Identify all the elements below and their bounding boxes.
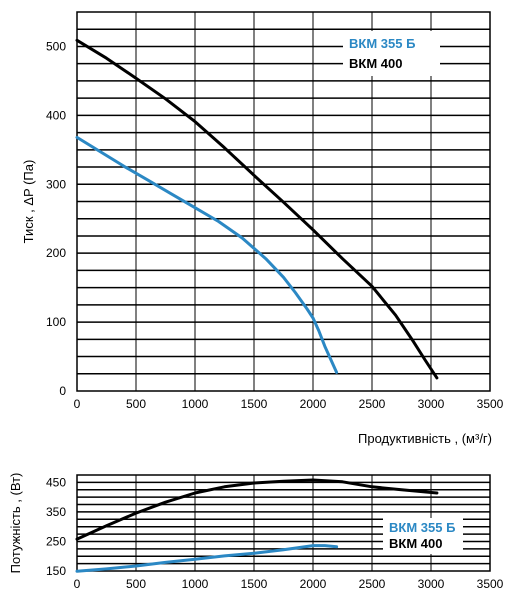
y-tick-label: 350 — [46, 505, 66, 519]
plot-frame — [76, 11, 491, 392]
x-tick-label: 0 — [74, 397, 81, 411]
legend-entry-vkm-400: ВКМ 400 — [389, 536, 442, 551]
legend-box — [383, 518, 463, 554]
x-tick-label: 3500 — [477, 577, 504, 591]
x-tick-label: 1500 — [241, 397, 268, 411]
y-tick-label: 0 — [59, 384, 66, 398]
y-tick-label: 200 — [46, 246, 66, 260]
legend-box — [343, 31, 440, 76]
x-tick-label: 500 — [126, 577, 146, 591]
legend-entry-vkm-355b: ВКМ 355 Б — [349, 36, 415, 51]
x-tick-label: 0 — [74, 577, 81, 591]
y-tick-label: 400 — [46, 108, 66, 122]
x-tick-label: 2000 — [300, 577, 327, 591]
x-tick-label: 3000 — [418, 577, 445, 591]
x-tick-label: 1500 — [241, 577, 268, 591]
series-line-vkm-400 — [75, 38, 439, 380]
x-tick-label: 2500 — [359, 397, 386, 411]
y-tick-label: 150 — [46, 564, 66, 578]
legend-entry-vkm-355b: ВКМ 355 Б — [389, 520, 455, 535]
x-tick-label: 2500 — [359, 577, 386, 591]
series-line-vkm-400 — [75, 478, 439, 541]
x-axis-title: Продуктивність , (м³/г) — [358, 431, 492, 446]
power-chart: 0 500 1000 1500 2000 2500 3000 3500 150 250 350 450… — [8, 473, 504, 591]
y-tick-label: 300 — [46, 177, 66, 191]
pressure-chart: 0 500 1000 1500 2000 2500 3000 3500 0 100 200 300 40… — [21, 11, 504, 446]
legend: ВКМ 355 Б ВКМ 400 — [343, 31, 440, 76]
x-tick-label: 1000 — [182, 397, 209, 411]
x-tick-label: 2000 — [300, 397, 327, 411]
legend-entry-vkm-400: ВКМ 400 — [349, 56, 402, 71]
x-tick-label: 500 — [126, 397, 146, 411]
y-axis-title: Потужність , (Вт) — [8, 473, 23, 574]
y-tick-label: 450 — [46, 475, 66, 489]
plot-frame — [76, 474, 491, 572]
x-tick-label: 1000 — [182, 577, 209, 591]
x-tick-label: 3500 — [477, 397, 504, 411]
y-axis-title: Тиск , ΔP (Па) — [21, 160, 36, 244]
series-line-vkm-355b — [75, 135, 339, 374]
y-tick-label: 250 — [46, 534, 66, 548]
y-tick-label: 500 — [46, 39, 66, 53]
y-tick-label: 100 — [46, 315, 66, 329]
x-tick-label: 3000 — [418, 397, 445, 411]
